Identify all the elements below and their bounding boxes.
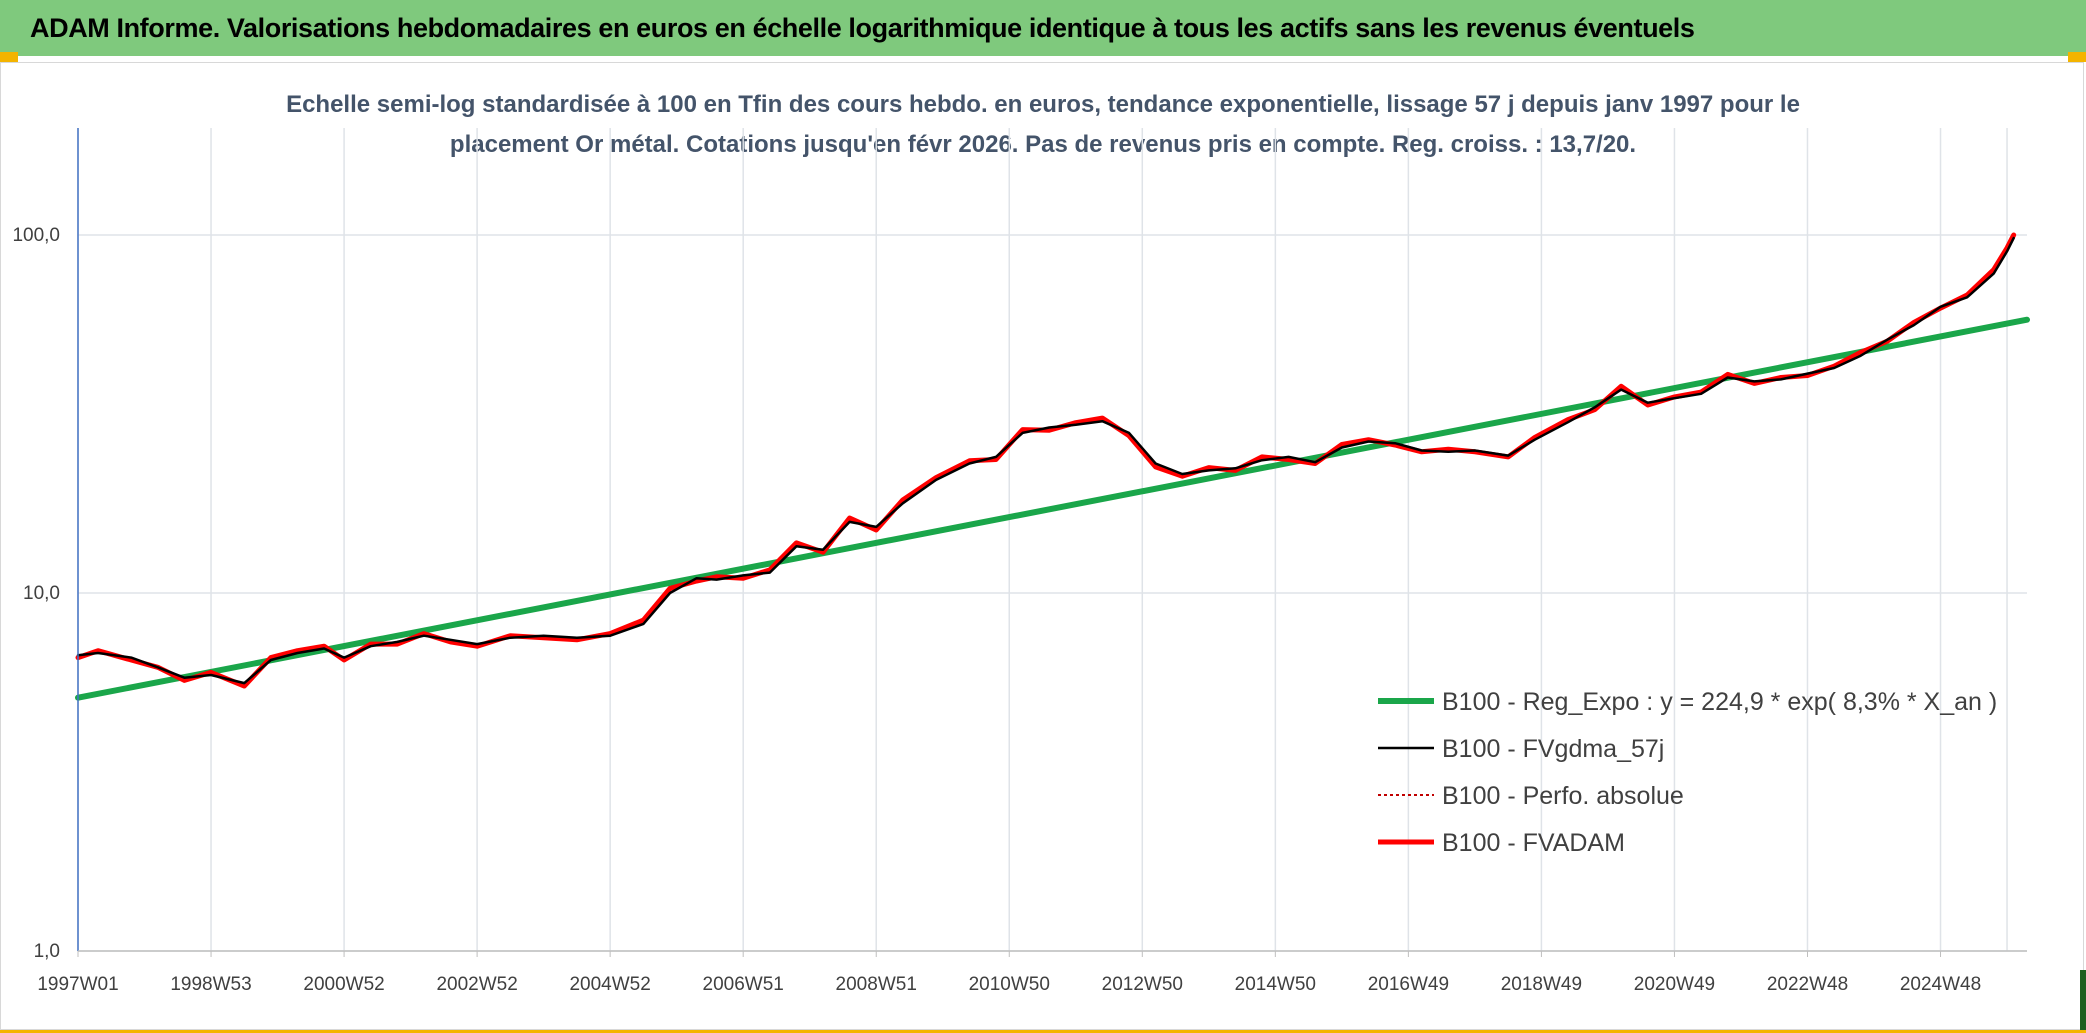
x-tick-label: 2014W50 xyxy=(1235,974,1316,995)
legend-label-regression: B100 - Reg_Expo : y = 224,9 * exp( 8,3% … xyxy=(1442,688,1997,716)
x-tick-label: 2006W51 xyxy=(703,974,784,995)
legend-label-perf_absolue: B100 - Perfo. absolue xyxy=(1442,782,1684,810)
chart-subtitle-line1: Echelle semi-log standardisée à 100 en T… xyxy=(286,91,1800,118)
corner-marker-right xyxy=(2068,52,2086,62)
bottom-border xyxy=(0,1030,2086,1033)
x-tick-label: 1998W53 xyxy=(170,974,251,995)
x-tick-label: 2004W52 xyxy=(569,974,650,995)
series-line-fvadam xyxy=(75,232,2017,689)
x-tick-label: 2018W49 xyxy=(1501,974,1582,995)
series-lines xyxy=(75,232,2030,701)
x-tick-label: 2010W50 xyxy=(969,974,1050,995)
title-bar: ADAM Informe. Valorisations hebdomadaire… xyxy=(0,0,2086,59)
series-line-smoothed xyxy=(76,236,2015,685)
legend-label-fvadam: B100 - FVADAM xyxy=(1442,829,1625,857)
corner-marker-left xyxy=(0,52,18,62)
y-tick-label: 100,0 xyxy=(12,225,60,246)
frame-edge-marker xyxy=(2080,970,2086,1030)
gridlines xyxy=(77,128,2027,952)
x-tick-label: 2024W48 xyxy=(1900,974,1981,995)
x-tick-label: 2002W52 xyxy=(436,974,517,995)
x-tick-label: 2012W50 xyxy=(1102,974,1183,995)
legend: B100 - Reg_Expo : y = 224,9 * exp( 8,3% … xyxy=(1378,688,1997,857)
y-tick-label: 1,0 xyxy=(34,941,60,962)
axes: 1,0 10,0 100,0 1997W01 1998W53 2000W52 2002W52… xyxy=(12,128,2027,995)
x-tick-label: 2000W52 xyxy=(303,974,384,995)
x-tick-label: 2008W51 xyxy=(836,974,917,995)
x-tick-label: 2016W49 xyxy=(1368,974,1449,995)
chart-subtitle-line2: placement Or métal. Cotations jusqu'en f… xyxy=(450,131,1636,158)
x-tick-label: 2022W48 xyxy=(1767,974,1848,995)
x-tick-label: 2020W49 xyxy=(1634,974,1715,995)
legend-label-smoothed: B100 - FVgdma_57j xyxy=(1442,735,1664,763)
chart-frame xyxy=(0,62,2084,1030)
page-title: ADAM Informe. Valorisations hebdomadaire… xyxy=(30,13,1695,43)
x-tick-label: 1997W01 xyxy=(37,974,118,995)
series-line-regression xyxy=(75,316,2030,701)
y-tick-label: 10,0 xyxy=(23,583,60,604)
